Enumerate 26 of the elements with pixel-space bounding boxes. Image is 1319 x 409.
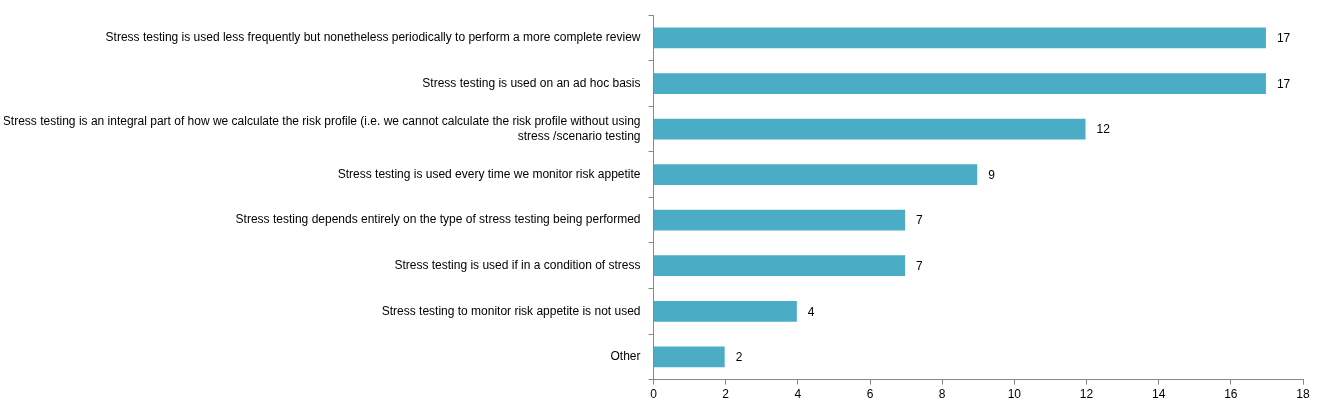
data-label: 7 bbox=[916, 259, 924, 274]
x-tick-label: 4 bbox=[794, 387, 802, 402]
x-tick-label: 10 bbox=[1007, 387, 1022, 402]
y-tick-label: Stress testing depends entirely on the type of stress testing being performed bbox=[235, 212, 641, 227]
x-tick-label: 8 bbox=[938, 387, 946, 402]
y-tick-label: Stress testing to monitor risk appetite is not used bbox=[381, 303, 641, 318]
data-label: 7 bbox=[916, 213, 924, 228]
data-label: 17 bbox=[1276, 31, 1291, 46]
y-tick-label: Stress testing is used less frequently but nonetheless periodically to perform a more complete review bbox=[105, 30, 641, 45]
x-tick-label: 16 bbox=[1224, 387, 1238, 402]
x-tick-label: 18 bbox=[1296, 387, 1310, 402]
y-tick-label: Other bbox=[610, 349, 641, 364]
data-label: 9 bbox=[988, 167, 996, 182]
x-tick-label: 0 bbox=[650, 387, 658, 402]
data-label: 12 bbox=[1096, 122, 1111, 137]
x-tick-label: 14 bbox=[1151, 387, 1166, 402]
data-label: 2 bbox=[735, 350, 743, 365]
y-tick-label: Stress testing is used on an ad hoc basis bbox=[422, 75, 641, 90]
y-tick-label: Stress testing is an integral part of how we calculate the risk profile (i.e. we cannot calculate the risk profile without using stress /scenario testing bbox=[2, 114, 641, 143]
x-tick-label: 2 bbox=[722, 387, 730, 402]
data-label: 4 bbox=[807, 304, 815, 319]
y-tick-label: Stress testing is used every time we monitor risk appetite bbox=[337, 166, 641, 181]
x-tick-label: 12 bbox=[1079, 387, 1094, 402]
x-tick-label: 6 bbox=[866, 387, 874, 402]
data-label: 17 bbox=[1276, 76, 1291, 91]
y-tick-label: Stress testing is used if in a condition of stress bbox=[394, 258, 641, 273]
